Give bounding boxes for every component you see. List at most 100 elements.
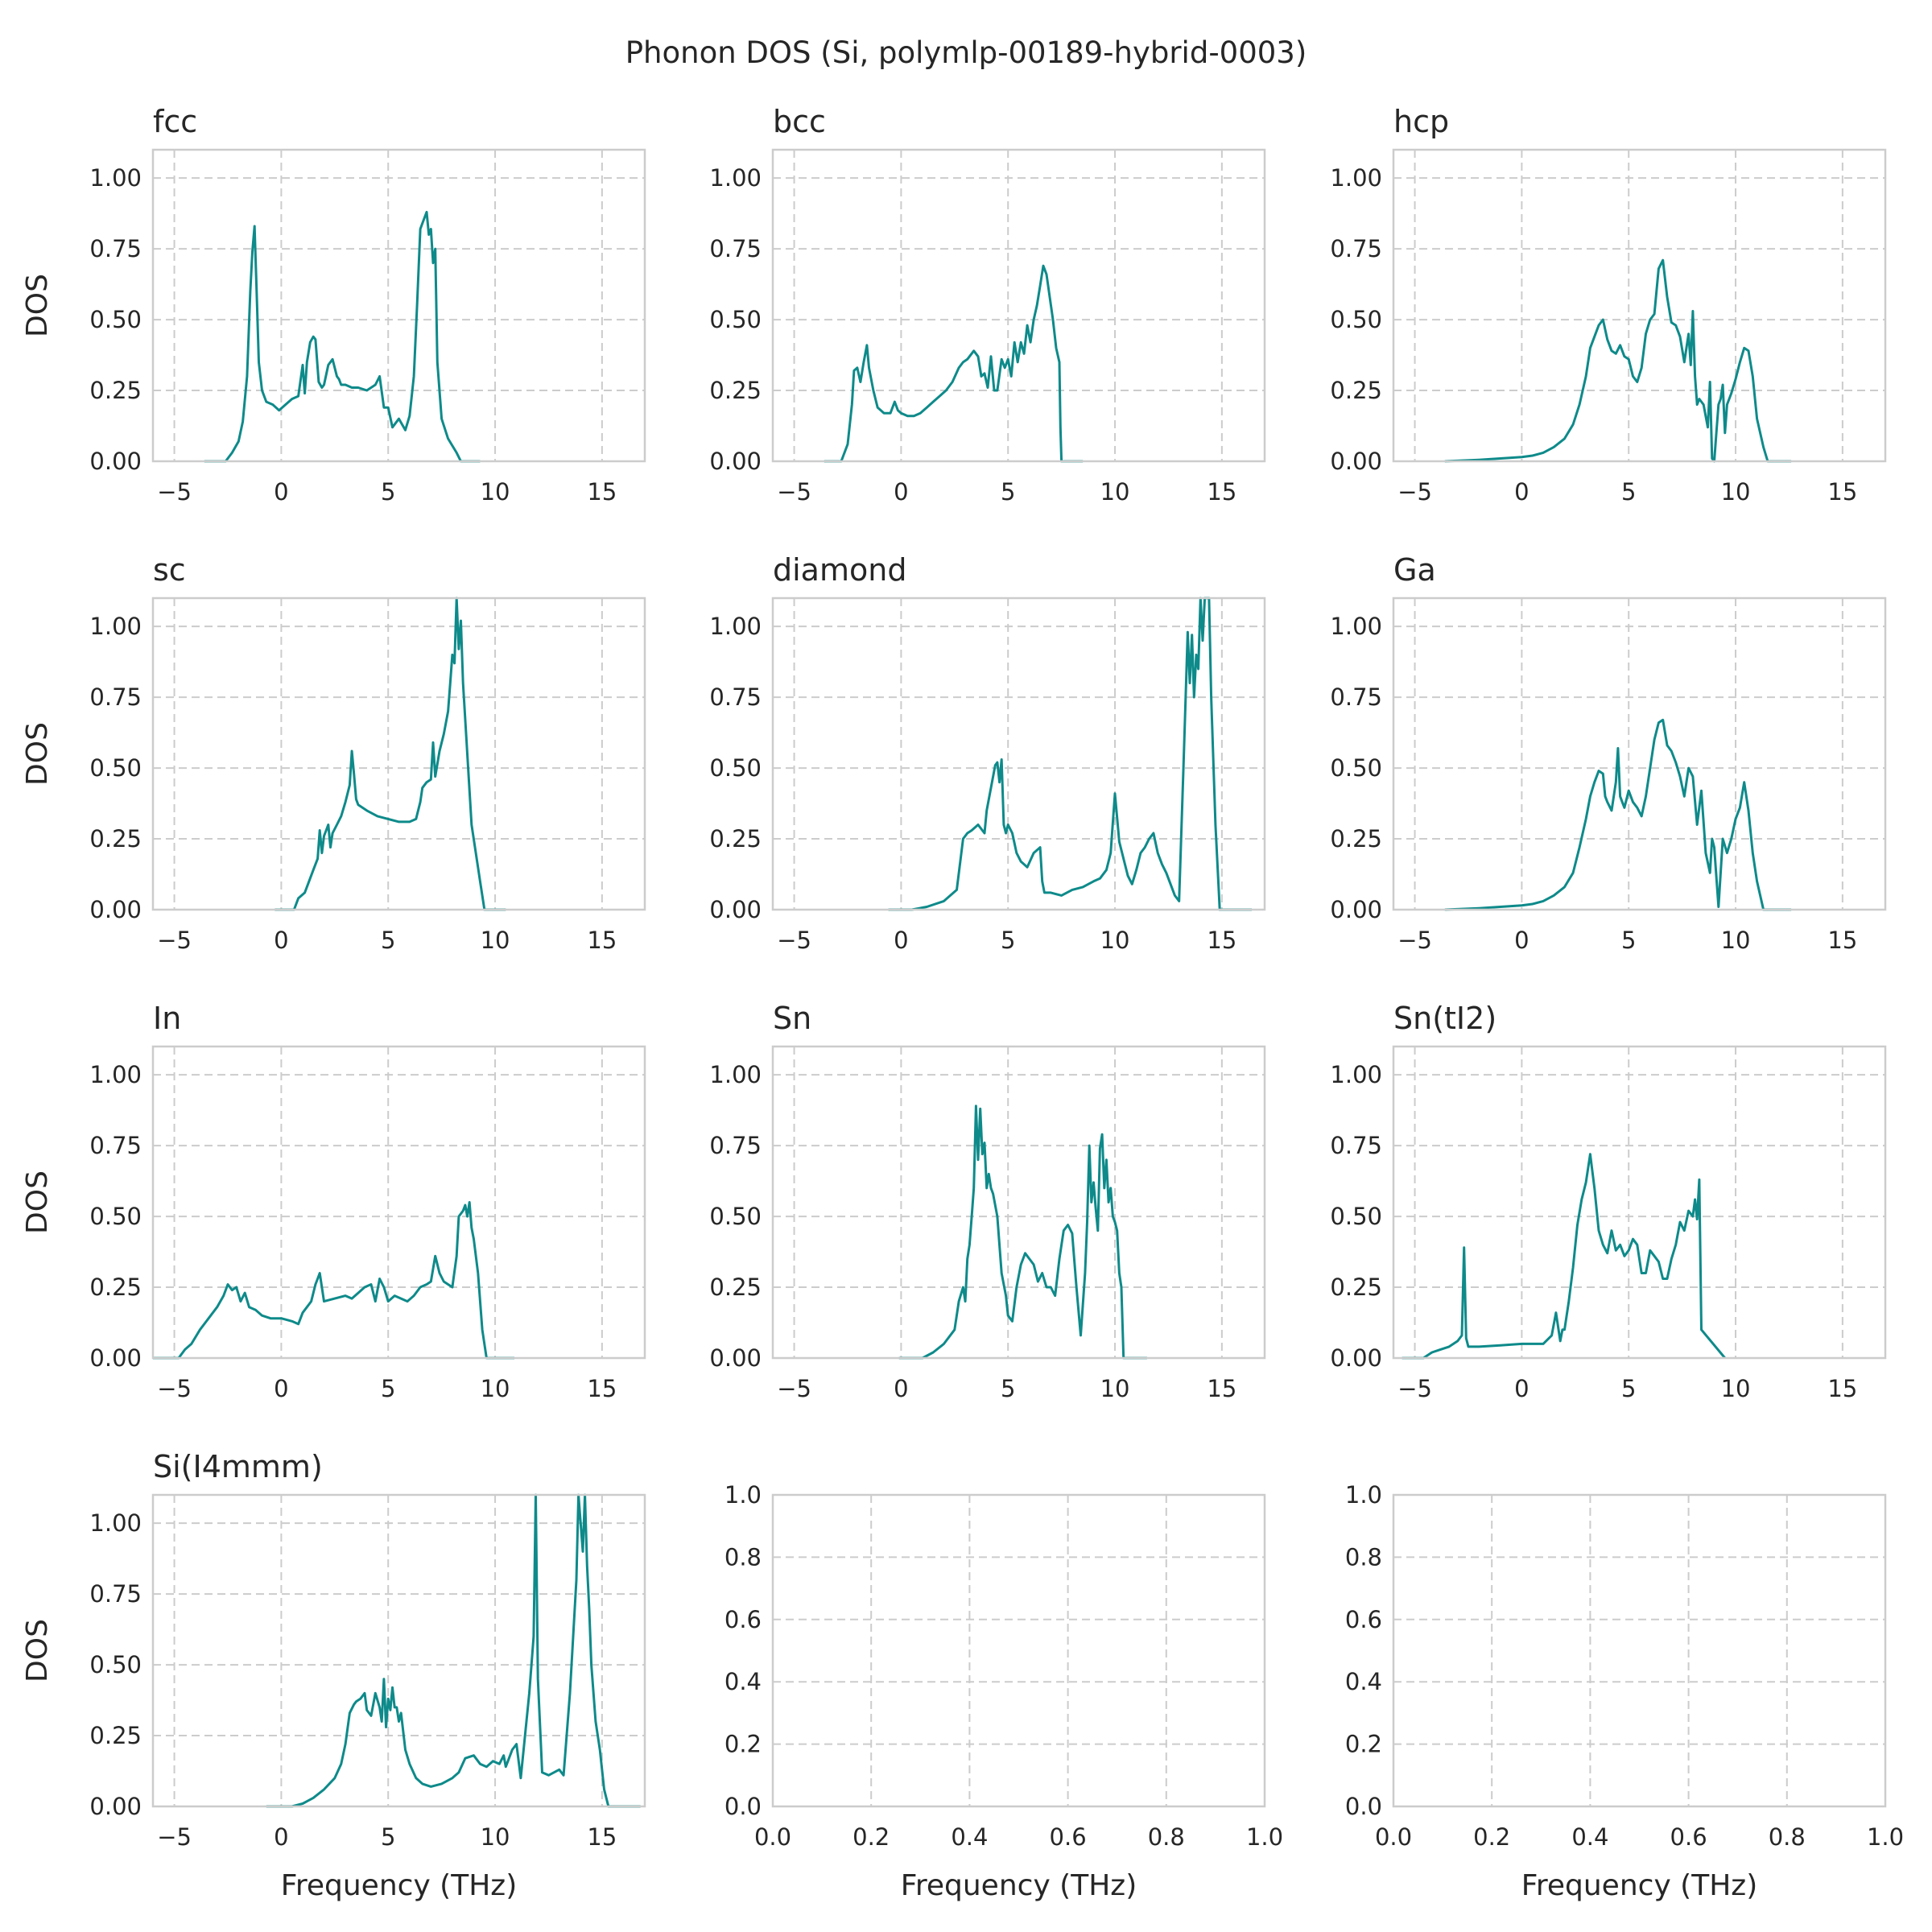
y-tick-label: 1.00: [1330, 613, 1382, 640]
y-tick-label: 0.00: [89, 1344, 142, 1372]
x-tick-label: 5: [1001, 1375, 1015, 1402]
y-tick-label: 0.50: [89, 754, 142, 782]
dos-curve: [1444, 258, 1792, 463]
y-tick-label: 1.00: [89, 613, 142, 640]
y-tick-label: 0.50: [1330, 754, 1382, 782]
x-axis-label: Frequency (THz): [901, 1869, 1137, 1902]
x-tick-label: 1.0: [1246, 1823, 1283, 1851]
x-tick-label: 10: [481, 478, 510, 506]
x-tick-label: 0: [1514, 1375, 1529, 1402]
subplot-fcc: −5 0 5 10 15 0.00 0.25 0.50 0.75 1.00 fcc DOS: [21, 104, 646, 506]
y-tick-label: 0.00: [89, 448, 142, 475]
y-axis-label: DOS: [21, 1170, 54, 1234]
y-tick-label: 0.6: [724, 1606, 762, 1633]
y-tick-label: 0.2: [724, 1731, 762, 1758]
x-tick-label: 5: [381, 1375, 395, 1402]
subplot-title: fcc: [153, 104, 197, 139]
x-tick-label: 5: [381, 1823, 395, 1851]
y-tick-label: 0.00: [1330, 896, 1382, 923]
y-tick-label: 0.50: [709, 754, 762, 782]
dos-curve: [824, 264, 1084, 463]
y-tick-label: 1.00: [89, 1061, 142, 1088]
x-axis-label: Frequency (THz): [1521, 1869, 1757, 1902]
x-tick-label: 0.4: [1571, 1823, 1608, 1851]
x-tick-label: 0.4: [951, 1823, 988, 1851]
y-tick-label: 1.00: [89, 1509, 142, 1537]
subplot-title: Si(I4mmm): [153, 1449, 323, 1484]
x-tick-label: 0: [274, 478, 288, 506]
y-tick-label: 0.2: [1345, 1731, 1382, 1758]
y-tick-label: 0.75: [89, 1580, 142, 1608]
x-tick-label: −5: [777, 478, 811, 506]
y-tick-label: 0.6: [1345, 1606, 1382, 1633]
y-tick-label: 0.00: [89, 896, 142, 923]
subplot-title: Sn: [773, 1001, 811, 1036]
y-tick-label: 0.25: [709, 825, 762, 852]
y-tick-label: 0.25: [1330, 825, 1382, 852]
y-tick-label: 0.75: [1330, 683, 1382, 711]
x-tick-label: −5: [157, 927, 192, 954]
y-tick-label: 0.75: [1330, 235, 1382, 262]
y-tick-label: 0.75: [1330, 1132, 1382, 1159]
y-tick-label: 0.25: [1330, 377, 1382, 404]
x-tick-label: 10: [1100, 1375, 1130, 1402]
x-tick-label: 10: [1721, 478, 1751, 506]
y-tick-label: 0.4: [724, 1668, 762, 1695]
y-tick-label: 0.25: [709, 1274, 762, 1301]
y-tick-label: 0.00: [1330, 1344, 1382, 1372]
x-tick-label: 5: [1621, 927, 1636, 954]
dos-curve: [266, 1493, 641, 1808]
dos-curve: [1444, 718, 1792, 911]
y-axis-label: DOS: [21, 1619, 54, 1682]
y-tick-label: 0.50: [709, 1203, 762, 1230]
subplot-sn: −5 0 5 10 15 0.00 0.25 0.50 0.75 1.00 Sn: [709, 1001, 1266, 1402]
x-tick-label: 0: [894, 927, 908, 954]
dos-curve: [204, 210, 481, 463]
x-tick-label: 5: [381, 927, 395, 954]
x-tick-label: 15: [1207, 1375, 1236, 1402]
x-tick-label: 15: [1827, 478, 1857, 506]
y-tick-label: 0.50: [89, 1651, 142, 1678]
y-tick-label: 0.50: [1330, 306, 1382, 333]
x-tick-label: 0: [894, 1375, 908, 1402]
dos-curve: [153, 1201, 514, 1360]
dos-curve: [898, 1104, 1147, 1360]
x-tick-label: 10: [481, 927, 510, 954]
x-tick-label: 5: [381, 478, 395, 506]
y-tick-label: 0.25: [89, 377, 142, 404]
y-tick-label: 0.0: [724, 1793, 762, 1820]
subplot-title: bcc: [773, 104, 826, 139]
y-tick-label: 1.00: [709, 164, 762, 192]
x-tick-label: 15: [1207, 478, 1236, 506]
axes-frame: [1392, 597, 1887, 911]
y-tick-label: 0.25: [709, 377, 762, 404]
x-tick-label: 0: [274, 1375, 288, 1402]
subplot-bcc: −5 0 5 10 15 0.00 0.25 0.50 0.75 1.00 bcc: [709, 104, 1266, 506]
y-tick-label: 0.50: [89, 1203, 142, 1230]
x-tick-label: 5: [1621, 478, 1636, 506]
x-tick-label: 15: [1207, 927, 1236, 954]
axes-frame: [151, 148, 646, 463]
x-tick-label: 15: [587, 1375, 617, 1402]
subplot-title: Sn(tI2): [1393, 1001, 1496, 1036]
x-tick-label: 15: [1827, 1375, 1857, 1402]
y-tick-label: 1.00: [709, 1061, 762, 1088]
x-tick-label: 5: [1001, 927, 1015, 954]
x-tick-label: 0.2: [852, 1823, 890, 1851]
y-tick-label: 0.75: [709, 683, 762, 711]
x-tick-label: −5: [157, 1375, 192, 1402]
x-tick-label: −5: [1397, 478, 1432, 506]
subplot-title: Ga: [1393, 552, 1436, 588]
axes-frame: [771, 1493, 1266, 1808]
subplot-in: −5 0 5 10 15 0.00 0.25 0.50 0.75 1.00 In DOS: [21, 1001, 646, 1402]
y-axis-label: DOS: [21, 274, 54, 337]
axes-frame: [771, 597, 1266, 911]
y-tick-label: 0.75: [89, 235, 142, 262]
x-axis-label: Frequency (THz): [281, 1869, 517, 1902]
y-tick-label: 0.8: [724, 1543, 762, 1571]
dos-curve: [1402, 1153, 1726, 1360]
subplot-title: diamond: [773, 552, 906, 588]
y-tick-label: 0.50: [89, 306, 142, 333]
y-tick-label: 1.0: [724, 1481, 762, 1509]
